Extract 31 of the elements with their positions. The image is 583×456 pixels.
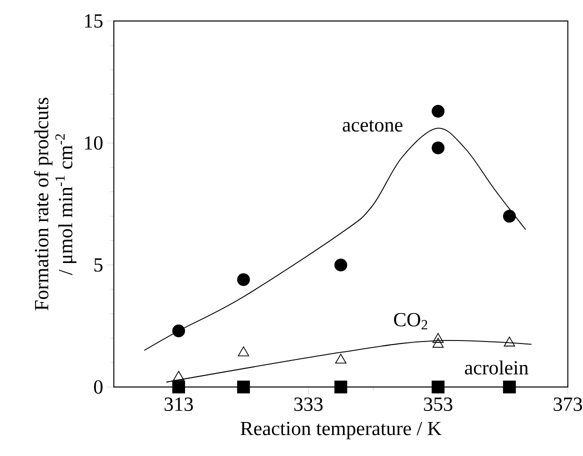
point <box>237 380 250 394</box>
point <box>238 346 250 356</box>
annotation: acetone <box>342 120 402 132</box>
x-tick-label: 353 <box>424 398 452 411</box>
point <box>172 324 186 338</box>
annotation: acrolein <box>464 360 528 375</box>
point <box>504 336 516 346</box>
point <box>432 380 444 394</box>
point <box>335 354 346 364</box>
annotation: CO$_{2}$ <box>394 312 428 330</box>
x-axis-title: Reaction temperature / K <box>240 422 442 440</box>
x-tick-label: 373 <box>554 398 582 411</box>
x-tick-label: 313 <box>164 398 193 411</box>
point <box>432 338 444 348</box>
point <box>334 258 348 272</box>
y-tick-label: 10 <box>85 136 103 150</box>
y-tick-label: 5 <box>94 258 102 272</box>
x-tick-label: 333 <box>294 398 323 411</box>
y-tick-label: 15 <box>85 14 102 28</box>
text: / μmol min$^{-1}$ cm$^{-2}$ <box>55 134 76 276</box>
point <box>432 141 444 154</box>
point <box>173 370 184 381</box>
point <box>503 380 516 394</box>
point <box>432 333 444 343</box>
text: Formation rate of prodcuts <box>34 98 52 310</box>
point <box>503 210 516 223</box>
point <box>334 380 348 394</box>
point <box>172 380 186 394</box>
point <box>237 273 250 286</box>
y-tick-label: 0 <box>94 380 103 394</box>
point <box>432 104 444 118</box>
